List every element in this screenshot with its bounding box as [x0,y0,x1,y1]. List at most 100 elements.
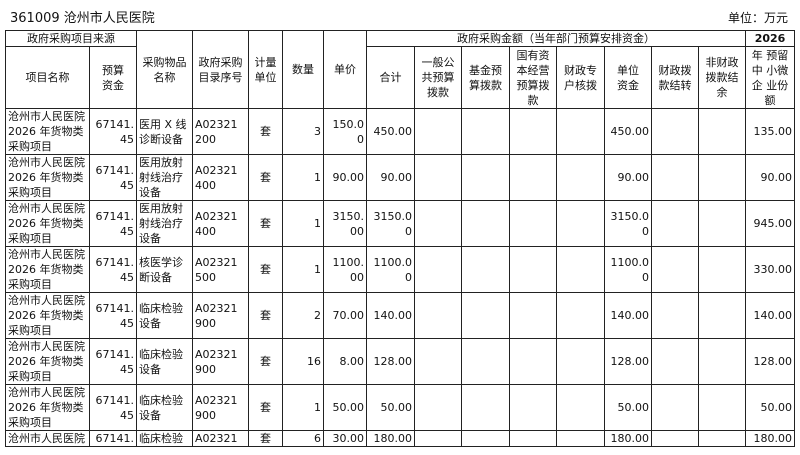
table-cell: 沧州市人民医院 2026 年货物类 采购项目 [5,200,90,247]
table-cell [698,154,746,201]
table-cell [414,384,462,431]
table-cell: 70.00 [323,292,367,339]
table-cell: 128.00 [366,338,415,385]
table-cell: 套 [248,338,283,385]
col-header: 非财政 拨款结 余 [698,46,746,109]
table-cell: 30.00 [323,430,367,447]
table-cell: 3150.0 0 [366,200,415,247]
table-cell: 50.00 [366,384,415,431]
table-cell: 150.0 0 [323,108,367,155]
table-cell [698,108,746,155]
unit-label: 单位：万元 [727,11,788,25]
table-cell [651,246,699,293]
col-header: 国有资 本经营 预算拨 款 [509,46,557,109]
table-cell: 沧州市人民医院 2026 年货物类 采购项目 [5,338,90,385]
table-cell: 90.00 [745,154,795,201]
table-cell: A02321 400 [192,154,249,201]
table-row: 沧州市人民医院 2026 年货物类 采购项目 67141. 45 医用 X 线 诊断… [5,108,795,155]
table-cell: 945.00 [745,200,795,247]
table-cell: 1100. 00 [323,246,367,293]
table-cell: 67141. 45 [89,154,137,201]
table-cell: 沧州市人民医院 2026 年货物类 采购项目 [5,292,90,339]
table-row: 沧州市人民医院 2026 年货物类 采购项目 67141. 45 医用放射 射线治疗… [5,154,795,201]
col-header: 计量 单位 [248,30,283,109]
table-cell: 医用放射 射线治疗 设备 [136,200,193,247]
table-cell [556,384,605,431]
table-cell: 6 [282,430,324,447]
table-cell: 67141. 45 [89,108,137,155]
table-cell [556,292,605,339]
table-cell [651,108,699,155]
col-header: 项目名称 [5,46,90,109]
table-cell [509,200,557,247]
table-row: 沧州市人民医院 67141. 临床检验 A02321 套 6 30.00 180.00 180.… [5,430,795,447]
table-cell [651,384,699,431]
group-header-amount: 政府采购金额（当年部门预算安排资金） [366,30,746,47]
table-cell: 140.00 [604,292,652,339]
table-cell: A02321 500 [192,246,249,293]
table-row: 沧州市人民医院 2026 年货物类 采购项目 67141. 45 临床检验 设备 A0… [5,292,795,339]
table-cell [461,384,510,431]
table-cell [509,246,557,293]
col-header: 一般公 共预算 拨款 [414,46,462,109]
table-cell: 67141. 45 [89,384,137,431]
table-cell: 50.00 [745,384,795,431]
table-cell [461,154,510,201]
col-header: 数量 [282,30,324,109]
table-cell [651,292,699,339]
table-cell [509,430,557,447]
col-header: 预算 资金 [89,46,137,109]
table-cell: A02321 900 [192,292,249,339]
table-cell [461,292,510,339]
table-cell [414,292,462,339]
table-cell: 140.00 [745,292,795,339]
table-cell: 沧州市人民医院 [5,430,90,447]
table-cell: 1100.0 0 [366,246,415,293]
col-header: 财政拨 款结转 [651,46,699,109]
table-cell [651,338,699,385]
table-cell: A02321 [192,430,249,447]
table-cell: 8.00 [323,338,367,385]
table-cell: 67141. [89,430,137,447]
table-cell: 50.00 [323,384,367,431]
table-cell: 沧州市人民医院 2026 年货物类 采购项目 [5,108,90,155]
table-cell: A02321 900 [192,338,249,385]
table-cell [698,246,746,293]
table-cell: 1 [282,384,324,431]
table-cell [414,154,462,201]
table-cell: A02321 900 [192,384,249,431]
table-cell: 套 [248,246,283,293]
table-cell [509,292,557,339]
table-cell [509,338,557,385]
table-cell: 3150.0 0 [604,200,652,247]
table-cell: 1100.0 0 [604,246,652,293]
table-cell [698,384,746,431]
table-row: 沧州市人民医院 2026 年货物类 采购项目 67141. 45 临床检验 设备 A0… [5,384,795,431]
table-cell [556,154,605,201]
col-header: 基金预 算拨款 [461,46,510,109]
table-cell [461,430,510,447]
table-cell: 套 [248,200,283,247]
table-cell: 16 [282,338,324,385]
table-cell [651,430,699,447]
table-cell [556,108,605,155]
table-cell: 67141. 45 [89,200,137,247]
table-cell: 医用放射 射线治疗 设备 [136,154,193,201]
table-cell: 沧州市人民医院 2026 年货物类 采购项目 [5,384,90,431]
table-cell [698,338,746,385]
group-header-year: 2026 [745,30,795,47]
table-cell: 核医学诊 断设备 [136,246,193,293]
table-cell: 180.00 [745,430,795,447]
table-cell: A02321 200 [192,108,249,155]
col-header: 政府采购 目录序号 [192,30,249,109]
table-cell [414,108,462,155]
table-cell [414,430,462,447]
table-cell [461,200,510,247]
table-cell: 临床检验 [136,430,193,447]
table-cell: 180.00 [604,430,652,447]
table-cell: 180.00 [366,430,415,447]
table-cell: 67141. 45 [89,292,137,339]
table-cell: 128.00 [745,338,795,385]
table-cell: 67141. 45 [89,246,137,293]
page-title: 361009 沧州市人民医院 [10,11,155,26]
